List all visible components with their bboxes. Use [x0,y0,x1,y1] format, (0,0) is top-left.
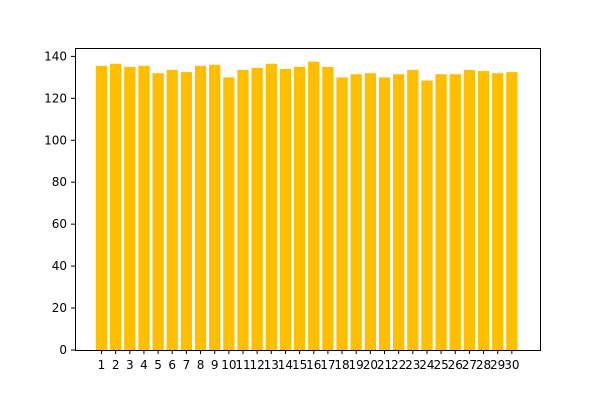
bar-7 [180,72,193,351]
bar-23 [407,70,419,350]
bar-24 [421,80,433,350]
x-tick-label-1: 1 [98,358,106,372]
x-tick-label-25: 25 [433,358,448,372]
bar-18 [336,77,348,350]
bar-30 [506,72,518,351]
bar-21 [378,77,391,350]
y-tick-label-0: 0 [59,343,67,357]
x-tick-label-12: 12 [250,358,265,372]
bar-4 [138,65,150,350]
bar-2 [110,63,122,351]
x-tick-label-8: 8 [197,358,205,372]
x-axis: 1 2 3 4 5 6 7 8 9 1011121314151617181920212223242… [98,350,519,372]
y-tick-label-40: 40 [52,259,67,273]
x-tick-label-21: 21 [377,358,392,372]
bar-15 [293,66,306,350]
x-tick-label-26: 26 [448,358,463,372]
y-axis: 0 20 40 60 80 100 120 140 [44,49,75,357]
x-tick-label-22: 22 [391,358,406,372]
x-tick-label-10: 10 [221,358,236,372]
bar-25 [435,74,447,351]
x-tick-label-3: 3 [126,358,134,372]
x-tick-label-6: 6 [168,358,176,372]
x-tick-label-29: 29 [490,358,505,372]
bar-8 [194,65,207,350]
x-tick-label-24: 24 [419,358,434,372]
bar-9 [209,64,221,351]
x-tick-label-9: 9 [211,358,219,372]
bar-16 [308,61,320,350]
y-tick-label-100: 100 [44,133,67,147]
x-tick-label-19: 19 [349,358,364,372]
bar-20 [364,73,376,351]
x-tick-label-14: 14 [278,358,293,372]
bar-13 [265,63,277,351]
x-tick-label-11: 11 [235,358,250,372]
bar-26 [449,74,461,351]
x-tick-label-16: 16 [306,358,321,372]
x-tick-label-17: 17 [320,358,335,372]
bar-17 [322,66,334,350]
y-tick-label-140: 140 [44,49,67,63]
bar-27 [463,70,476,350]
bar-12 [251,67,263,350]
x-tick-label-15: 15 [292,358,307,372]
bars-group [95,61,518,351]
x-tick-label-18: 18 [334,358,349,372]
x-tick-label-7: 7 [183,358,191,372]
x-tick-label-30: 30 [504,358,519,372]
bar-11 [237,70,249,350]
bar-14 [279,68,292,350]
x-tick-label-20: 20 [363,358,378,372]
x-tick-label-5: 5 [154,358,162,372]
plot-frame [75,48,541,351]
y-tick-label-20: 20 [52,301,67,315]
bar-6 [166,70,178,350]
x-tick-label-28: 28 [476,358,491,372]
bar-1 [95,65,108,350]
bar-10 [223,77,235,350]
bar-29 [492,73,504,351]
x-tick-label-23: 23 [405,358,420,372]
bar-22 [393,74,405,351]
y-tick-label-80: 80 [52,175,67,189]
bar-19 [350,74,362,351]
x-tick-label-13: 13 [264,358,279,372]
y-tick-label-60: 60 [52,217,67,231]
bar-3 [124,66,136,350]
x-tick-label-27: 27 [462,358,477,372]
y-tick-label-120: 120 [44,91,67,105]
bar-28 [477,71,490,350]
x-tick-label-4: 4 [140,358,148,372]
bar-5 [152,73,164,351]
x-tick-label-2: 2 [112,358,120,372]
